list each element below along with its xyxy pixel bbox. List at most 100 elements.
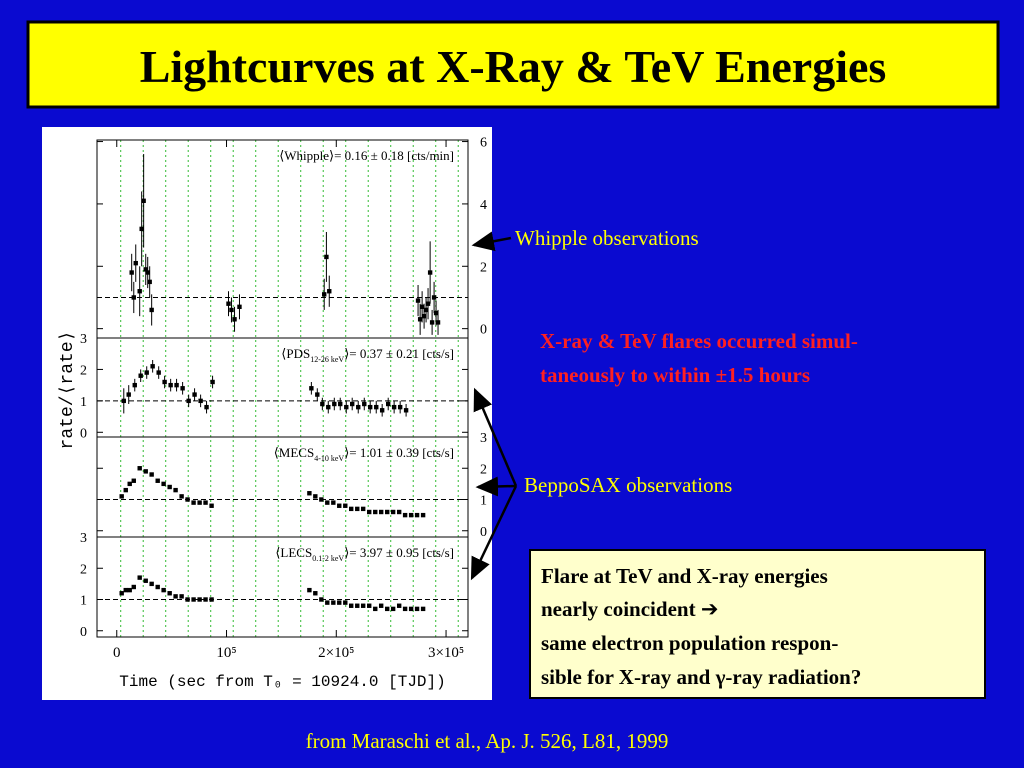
data-point [414,606,420,612]
data-point [429,320,435,325]
y-tick-label: 4 [480,198,487,213]
y-tick-label: 2 [80,363,87,378]
data-point [431,295,437,300]
data-point [156,370,161,375]
data-point [343,503,348,508]
data-point [174,382,179,388]
data-point [161,481,166,487]
y-tick-label: 0 [480,525,487,540]
slide-title: Lightcurves at X-Ray & TeV Energies [140,41,887,92]
data-point [433,310,439,316]
title-box [26,20,1000,109]
y-tick-label: 0 [480,323,487,338]
data-point [179,494,184,499]
data-point [307,491,312,496]
data-point [237,304,242,310]
data-point [417,317,423,322]
data-point [325,600,330,605]
data-point [138,373,143,378]
data-point [167,484,172,490]
beppo-note: BeppoSAX observations [524,473,732,497]
arrow [471,231,512,252]
x-tick-label: 3×10⁵ [428,645,464,661]
flare-note-line: X-ray & TeV flares occurred simul- [540,329,858,353]
data-point [313,494,318,499]
data-point [119,591,124,596]
data-point [419,304,425,310]
data-point [408,512,414,518]
data-point [390,606,396,612]
arrow [475,476,517,497]
data-point [149,581,154,587]
data-point [198,398,203,404]
panel-label: ⟨PDS12-26 keV⟩= 0.37 ± 0.21 [cts/s] [281,346,454,364]
data-point [137,575,142,580]
data-point [197,500,202,505]
y-tick-label: 3 [80,332,87,347]
data-point [161,587,166,593]
panel-label-rest: ⟩= 0.37 ± 0.21 [cts/s] [344,346,454,361]
data-point [137,466,142,471]
citation: from Maraschi et al., Ap. J. 526, L81, 1… [306,729,669,753]
data-point [420,512,426,518]
data-point [327,289,332,294]
data-point [127,481,132,487]
data-point [129,270,134,275]
data-point [373,606,378,612]
data-point [325,500,330,505]
data-point [143,267,148,272]
y-tick-label: 0 [80,625,87,640]
data-point [385,509,390,515]
data-point [197,597,202,602]
x-tick-label: 2×10⁵ [318,645,354,661]
data-point [331,600,336,605]
data-point [192,392,197,397]
data-point [150,364,155,369]
panel-label-name: ⟨PDS [281,346,310,361]
data-point [307,587,312,593]
data-point [378,603,384,608]
data-point [179,594,184,599]
data-point [309,386,314,391]
data-point [379,408,385,413]
data-point [367,603,372,608]
data-point [360,506,366,512]
panel-label: ⟨MECS4-10 keV⟩= 1.01 ± 0.39 [cts/s] [274,445,454,463]
y-tick-label: 2 [80,562,87,577]
y-tick-label: 0 [80,426,87,441]
data-point [368,404,373,410]
data-point [374,404,379,410]
data-point [121,398,126,404]
data-point [402,512,408,518]
data-point [319,597,324,602]
panel-frame [96,536,469,638]
data-point [402,606,408,612]
data-point [349,603,354,608]
box-line: nearly coincident ➔ [541,597,718,621]
panel-label-sub: 12-26 keV [310,355,344,364]
data-point [203,500,208,505]
data-point [162,379,167,385]
data-point [360,603,366,608]
panel-label-rest: ⟩= 1.01 ± 0.39 [cts/s] [344,445,454,460]
data-point [144,370,149,375]
data-point [180,386,185,391]
data-point [415,298,421,303]
data-point [133,260,138,266]
data-point [167,591,172,596]
data-point [145,270,150,275]
data-point [391,404,397,410]
data-point [414,512,420,518]
data-point [186,398,191,404]
box-line: sible for X-ray and γ-ray radiation? [541,665,861,689]
data-point [396,509,402,515]
data-point [185,497,190,502]
y-tick-label: 3 [80,531,87,546]
data-point [324,254,329,260]
y-tick-label: 1 [80,395,87,410]
data-point [185,597,190,602]
data-point [355,506,360,512]
panel-label: ⟨Whipple⟩= 0.16 ± 0.18 [cts/min] [279,148,454,163]
data-point [143,469,148,474]
